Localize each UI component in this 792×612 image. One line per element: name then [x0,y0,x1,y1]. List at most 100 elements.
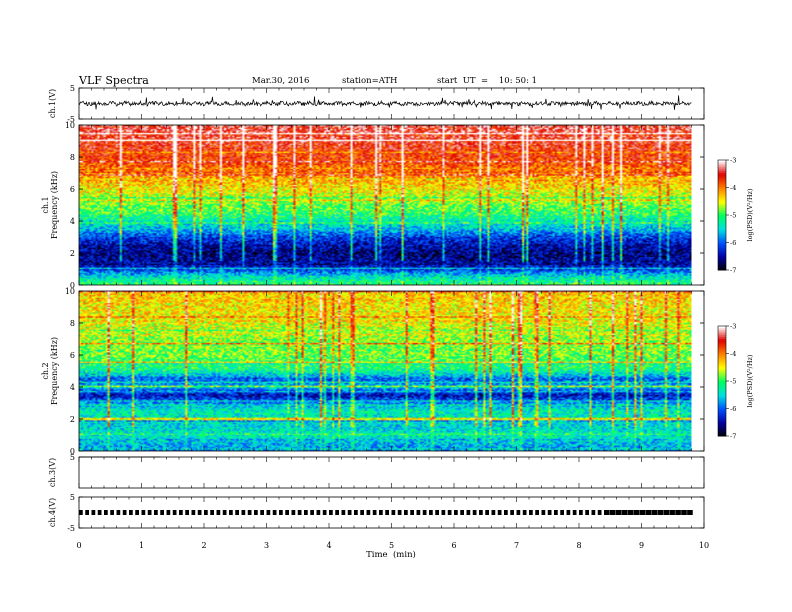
ch4-pulse [609,510,616,515]
ch4-pulse [454,510,458,515]
colorbar-label: log(PSD)(V²/Hz) [746,354,754,407]
ch4-pulse [129,510,133,515]
y-tick-label: -5 [67,115,75,124]
ch4-pulse [566,510,571,515]
ch4-pulse [410,510,414,515]
ch4-pulse [110,510,114,515]
ch4-pulse [615,510,622,515]
ch4-pulse [241,510,246,515]
ch4-pulse [554,510,558,515]
ch4-pulse [657,510,664,515]
ch4-pulse [316,510,321,515]
colorbar-label: log(PSD)(V²/Hz) [746,188,754,241]
ch4-pulse [85,510,89,515]
ch4-pulse [651,510,658,515]
ch4-pulse [397,510,402,515]
ch4-pulse-train [79,510,693,515]
ch4-pulse [547,510,552,515]
ch4-pulse [191,510,196,515]
ch4-pulse [391,510,396,515]
y-tick-label: 6 [70,351,75,360]
ch4-pulse [310,510,314,515]
ch4-pulse [154,510,158,515]
ch1-waveform-line [78,95,692,110]
ch4-pulse [354,510,358,515]
ch4-pulse [160,510,164,515]
ch4-pulse [663,510,669,515]
ch4-pulse [510,510,514,515]
ch4-pulse [279,510,283,515]
ch4-pulse [621,510,628,515]
y-tick-label: 5 [70,493,75,502]
y-tick-label: 0 [70,281,75,290]
ch4-pulse [266,510,271,515]
x-tick-label: 10 [699,541,709,550]
ch4-pulse [329,510,333,515]
ch4-pulse [585,510,589,515]
ch4-pulse [216,510,221,515]
ch4-pulse [627,510,634,515]
x-tick-label: 9 [639,541,644,550]
ch4-pulse [516,510,521,515]
x-tick-label: 1 [139,541,144,550]
colorbar-tick-label: -3 [730,157,736,165]
ch4-pulse [535,510,539,515]
time-axis: 0 1 2 3 4 5 6 7 8 9 10 [76,541,709,550]
ch4-pulse [681,510,687,515]
colorbar-tick-label: -7 [730,433,736,441]
ch4-pulse [447,510,452,515]
ch4-pulse [466,510,471,515]
ch4-pulse [379,510,383,515]
ch4-pulse [441,510,446,515]
x-tick-label: 0 [76,541,81,550]
x-tick-label: 8 [576,541,581,550]
ch4-pulse [572,510,577,515]
y-axis-label: ch.4(V) [48,498,57,527]
ch4-pulse [360,510,364,515]
ch4-pulse [460,510,464,515]
y-tick-label: 10 [65,287,75,296]
ch4-pulse [422,510,427,515]
ch4-pulse [197,510,202,515]
ch4-pulse [322,510,327,515]
y-tick-label: 10 [65,121,75,130]
ch4-pulse [645,510,652,515]
ch4-pulse [222,510,227,515]
ch4-pulse [229,510,233,515]
ch4-pulse [122,510,127,515]
y-tick-label: 6 [70,185,75,194]
ch4-pulse [341,510,346,515]
y-tick-label: 8 [70,319,75,328]
ch4-pulse [504,510,508,515]
ch4-pulse [135,510,139,515]
ch4-pulse [404,510,408,515]
ch4-pulse [210,510,214,515]
ch4-pulse [297,510,302,515]
date-label: Mar.30, 2016 [252,76,309,86]
ch4-pulse [472,510,477,515]
ch2-spectrogram-panel: 0 2 4 6 8 10 ch.2Frequency (kHz) [41,287,705,456]
ch4-pulse [633,510,640,515]
ch2-colorbar: -3 -4 -5 -6 -7 log(PSD)(V²/Hz) [717,323,754,441]
colorbar-tick-label: -6 [730,239,736,247]
ch4-pulse [97,510,102,515]
ch4-pulse [104,510,108,515]
ch4-pulse [335,510,339,515]
ch4-pulse [669,510,675,515]
ch3-waveform-panel: 5 ch.3(V) [48,453,705,489]
ch4-pulse [166,510,171,515]
ch4-pulse [541,510,546,515]
ch4-pulse [687,510,693,515]
y-axis-label: ch.1Frequency (kHz) [41,171,59,239]
y-tick-label: 5 [70,84,75,93]
ch4-pulse [385,510,389,515]
x-tick-label: 5 [389,541,394,550]
colorbar-tick-label: -6 [730,405,736,413]
y-tick-label: 2 [70,249,75,258]
y-tick-label: -5 [67,524,75,533]
ch4-pulse [260,510,264,515]
ch4-pulse [497,510,502,515]
ch4-pulse [235,510,239,515]
ch4-pulse [172,510,177,515]
